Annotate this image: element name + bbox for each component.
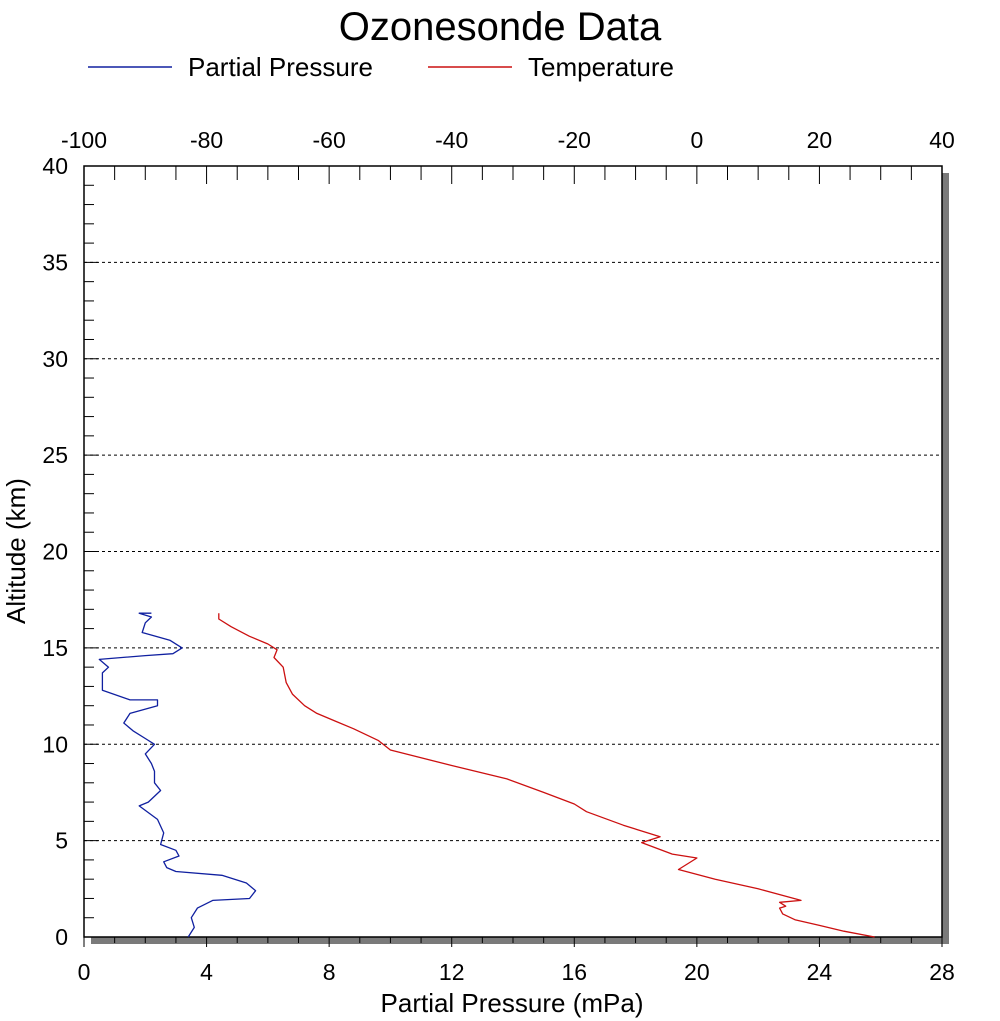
legend-label-temperature: Temperature <box>528 52 674 82</box>
y-tick-label: 0 <box>55 924 68 950</box>
y-axis-label: Altitude (km) <box>1 478 31 624</box>
series-line-partial-pressure <box>98 612 257 938</box>
x-bottom-tick-label: 20 <box>684 959 710 985</box>
x-top-tick-label: -60 <box>313 127 346 153</box>
x-top-tick-label: 0 <box>690 127 703 153</box>
x-top-tick-label: -100 <box>61 127 107 153</box>
legend-label-partial-pressure: Partial Pressure <box>188 52 373 82</box>
axis-ticks <box>83 165 943 947</box>
series-line-temperature <box>218 613 875 938</box>
x-bottom-tick-label: 28 <box>929 959 955 985</box>
grid-lines <box>84 261 942 842</box>
y-tick-label: 10 <box>42 731 68 757</box>
x-top-tick-label: 20 <box>807 127 833 153</box>
y-tick-label: 30 <box>42 346 68 372</box>
y-tick-label: 5 <box>55 828 68 854</box>
x-top-tick-label: -20 <box>558 127 591 153</box>
x-axis-label: Partial Pressure (mPa) <box>381 988 644 1018</box>
x-top-tick-label: 40 <box>929 127 955 153</box>
legend: Partial Pressure Temperature <box>88 52 674 82</box>
y-tick-label: 25 <box>42 442 68 468</box>
y-tick-label: 40 <box>42 153 68 179</box>
data-series <box>98 612 875 938</box>
x-top-tick-label: -80 <box>190 127 223 153</box>
x-bottom-tick-label: 12 <box>439 959 465 985</box>
x-bottom-tick-label: 16 <box>561 959 587 985</box>
y-tick-label: 20 <box>42 539 68 565</box>
x-top-tick-label: -40 <box>435 127 468 153</box>
y-tick-label: 15 <box>42 635 68 661</box>
chart-title: Ozonesonde Data <box>339 5 662 49</box>
x-bottom-tick-label: 24 <box>807 959 833 985</box>
x-bottom-tick-label: 0 <box>78 959 91 985</box>
x-bottom-tick-label: 4 <box>200 959 213 985</box>
y-tick-label: 35 <box>42 249 68 275</box>
x-bottom-tick-label: 8 <box>323 959 336 985</box>
tick-labels: 0 5 10 15 20 25 30 35 40 0 4 8 12 16 20 24 28 -100 -80 -60 -… <box>42 127 954 985</box>
